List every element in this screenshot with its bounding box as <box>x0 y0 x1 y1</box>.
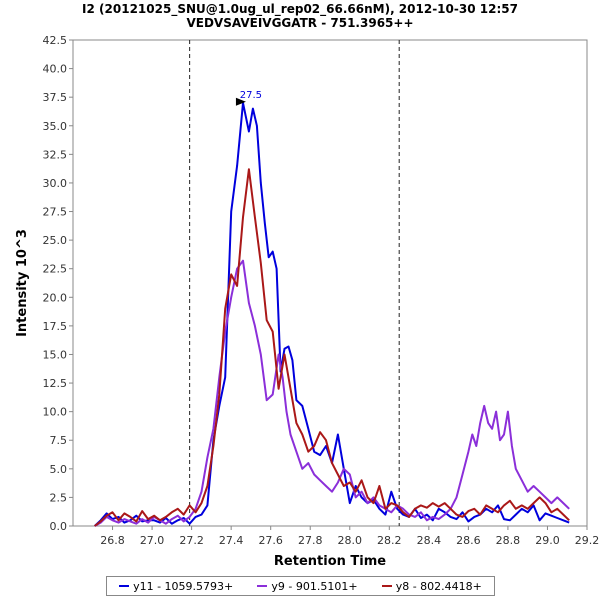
chart-title: I2 (20121025_SNU@1.0ug_ul_rep02_66.66nM)… <box>82 2 518 17</box>
legend: y11 - 1059.5793+ y9 - 901.5101+ y8 - 802… <box>106 576 495 596</box>
y-tick-label: 32.5 <box>43 148 68 161</box>
x-tick-label: 28.2 <box>377 534 402 547</box>
legend-swatch <box>257 585 268 587</box>
peak-annotation: 27.5 <box>235 90 262 106</box>
y-tick-label: 27.5 <box>43 206 68 219</box>
legend-item: y9 - 901.5101+ <box>257 579 358 593</box>
x-tick-label: 27.6 <box>258 534 283 547</box>
x-tick-label: 27.0 <box>140 534 165 547</box>
x-tick-label: 28.0 <box>338 534 363 547</box>
x-tick-label: 26.8 <box>100 534 125 547</box>
y-tick-label: 2.5 <box>50 491 68 504</box>
y-tick-label: 40.0 <box>43 63 68 76</box>
series-line-2 <box>94 168 570 527</box>
series-lines <box>94 101 570 527</box>
y-tick-label: 30.0 <box>43 177 68 190</box>
legend-label: y8 - 802.4418+ <box>395 579 482 593</box>
y-tick-label: 10.0 <box>43 406 68 419</box>
x-tick-label: 28.4 <box>417 534 442 547</box>
y-tick-label: 7.5 <box>50 434 68 447</box>
y-tick-label: 0.0 <box>50 520 68 533</box>
y-tick-label: 12.5 <box>43 377 68 390</box>
x-axis-label: Retention Time <box>274 554 386 569</box>
legend-label: y9 - 901.5101+ <box>271 579 358 593</box>
legend-item: y11 - 1059.5793+ <box>119 580 233 593</box>
legend-swatch <box>381 585 392 587</box>
y-tick-label: 25.0 <box>43 234 68 247</box>
y-tick-label: 42.5 <box>43 34 68 47</box>
y-tick-label: 37.5 <box>43 91 68 104</box>
axis-ticks: 0.0 2.5 5.0 7.5 10.0 12.5 15.0 17.5 20.0 22.5 25.0… <box>43 34 600 547</box>
y-tick-label: 15.0 <box>43 348 68 361</box>
x-tick-label: 27.4 <box>219 534 244 547</box>
legend-item: y8 - 802.4418+ <box>381 579 482 593</box>
peak-label: 27.5 <box>240 90 262 101</box>
series-line-0 <box>94 101 570 527</box>
x-tick-label: 28.8 <box>496 534 521 547</box>
x-tick-label: 29.0 <box>535 534 560 547</box>
y-tick-label: 17.5 <box>43 320 68 333</box>
y-tick-label: 35.0 <box>43 120 68 133</box>
x-tick-label: 27.8 <box>298 534 323 547</box>
x-tick-label: 27.2 <box>179 534 204 547</box>
x-tick-label: 29.2 <box>575 534 600 547</box>
y-axis-label: Intensity 10^3 <box>15 229 30 337</box>
series-line-1 <box>94 259 570 527</box>
x-tick-label: 28.6 <box>456 534 481 547</box>
legend-label: y11 - 1059.5793+ <box>133 579 234 593</box>
chart-subtitle: VEDVSAVEIVGGATR - 751.3965++ <box>186 16 413 30</box>
legend-swatch <box>119 585 130 587</box>
y-tick-label: 22.5 <box>43 263 68 276</box>
peak-marker-icon <box>235 97 246 106</box>
y-tick-label: 5.0 <box>50 463 68 476</box>
y-tick-label: 20.0 <box>43 291 68 304</box>
plot-area <box>72 39 588 527</box>
